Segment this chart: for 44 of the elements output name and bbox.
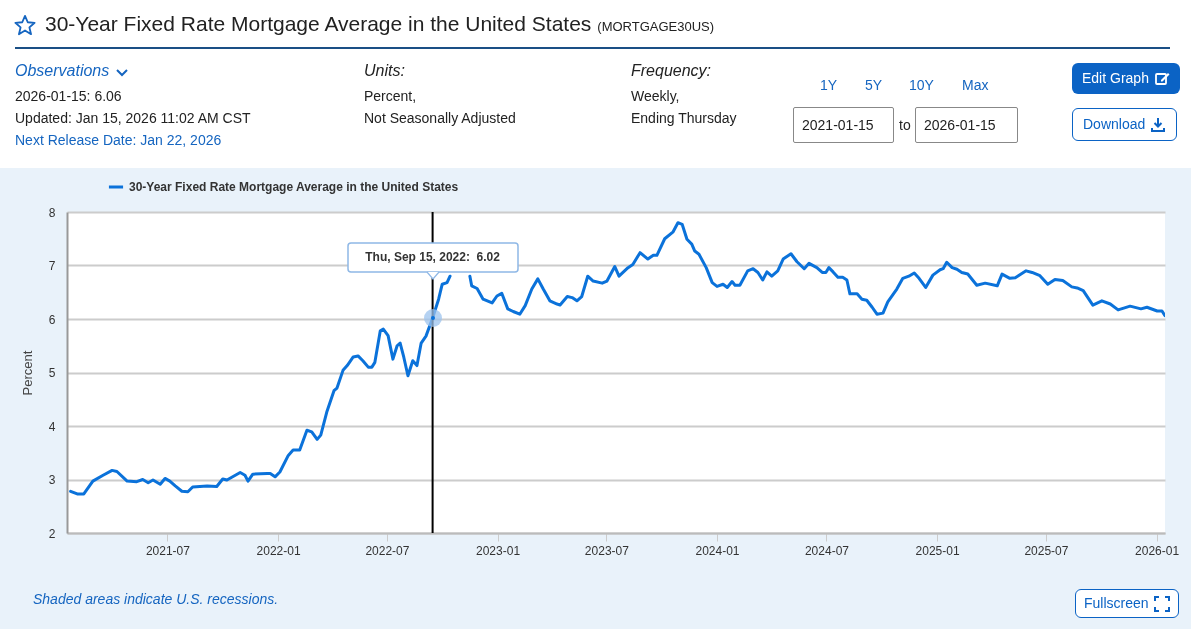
legend-label: 30-Year Fixed Rate Mortgage Average in the United States — [129, 180, 459, 194]
x-tick-label: 2025-01 — [915, 543, 960, 558]
annotation: Thu, Sep 15, 2022: 6.02 — [364, 249, 501, 264]
y-tick-label: 3 — [48, 473, 56, 487]
text: 1Y — [820, 77, 838, 93]
text: Shaded areas indicate U.S. recessions. — [33, 591, 279, 607]
y-tick-label: 4 — [48, 419, 56, 434]
x-tick-label: 2024-01 — [695, 543, 740, 558]
text: 2026-01-15: 6.06 — [15, 88, 122, 104]
y-tick-label: 6 — [48, 312, 56, 327]
text: Edit Graph — [1082, 70, 1149, 86]
text: Observations — [15, 62, 110, 79]
text: Not Seasonally Adjusted — [364, 110, 516, 126]
y-tick-label: 8 — [48, 205, 56, 220]
chart-title: 30-Year Fixed Rate Mortgage Average in the United States — [45, 12, 592, 36]
text: 5Y — [865, 77, 883, 93]
text: Weekly, — [631, 88, 680, 104]
x-tick-label: 2026-01 — [1135, 543, 1180, 558]
text: Updated: Jan 15, 2026 11:02 AM CST — [15, 110, 251, 126]
text: Units: — [364, 62, 405, 79]
text: Fullscreen — [1084, 595, 1149, 611]
y-tick-label: 2 — [48, 526, 56, 541]
tooltip: Thu, Sep 15, 2022: 6.02 — [346, 241, 519, 328]
text: to — [899, 117, 911, 133]
text: Download — [1083, 116, 1146, 132]
x-tick-label: 2022-01 — [256, 543, 301, 558]
x-tick-label: 2024-07 — [804, 543, 850, 558]
x-tick-label: 2021-07 — [145, 543, 191, 558]
chart-subtitle: (MORTGAGE30US) — [597, 19, 715, 34]
text: Percent, — [364, 88, 417, 104]
text: 2021-01-15 — [802, 117, 874, 133]
text: Max — [962, 77, 989, 93]
x-tick-label: 2022-07 — [365, 543, 410, 558]
text: 10Y — [909, 77, 934, 93]
x-tick-label: 2023-07 — [584, 543, 630, 558]
y-tick-label: 7 — [48, 259, 56, 273]
text: Frequency: — [631, 62, 712, 79]
y-axis-title: Percent — [19, 350, 35, 396]
text: Ending Thursday — [631, 110, 737, 126]
x-tick-label: 2025-07 — [1024, 543, 1069, 558]
y-tick-label: 5 — [48, 366, 56, 380]
text: 2026-01-15 — [924, 117, 996, 133]
x-tick-label: 2023-01 — [476, 543, 521, 558]
text: Next Release Date: Jan 22, 2026 — [15, 132, 222, 148]
